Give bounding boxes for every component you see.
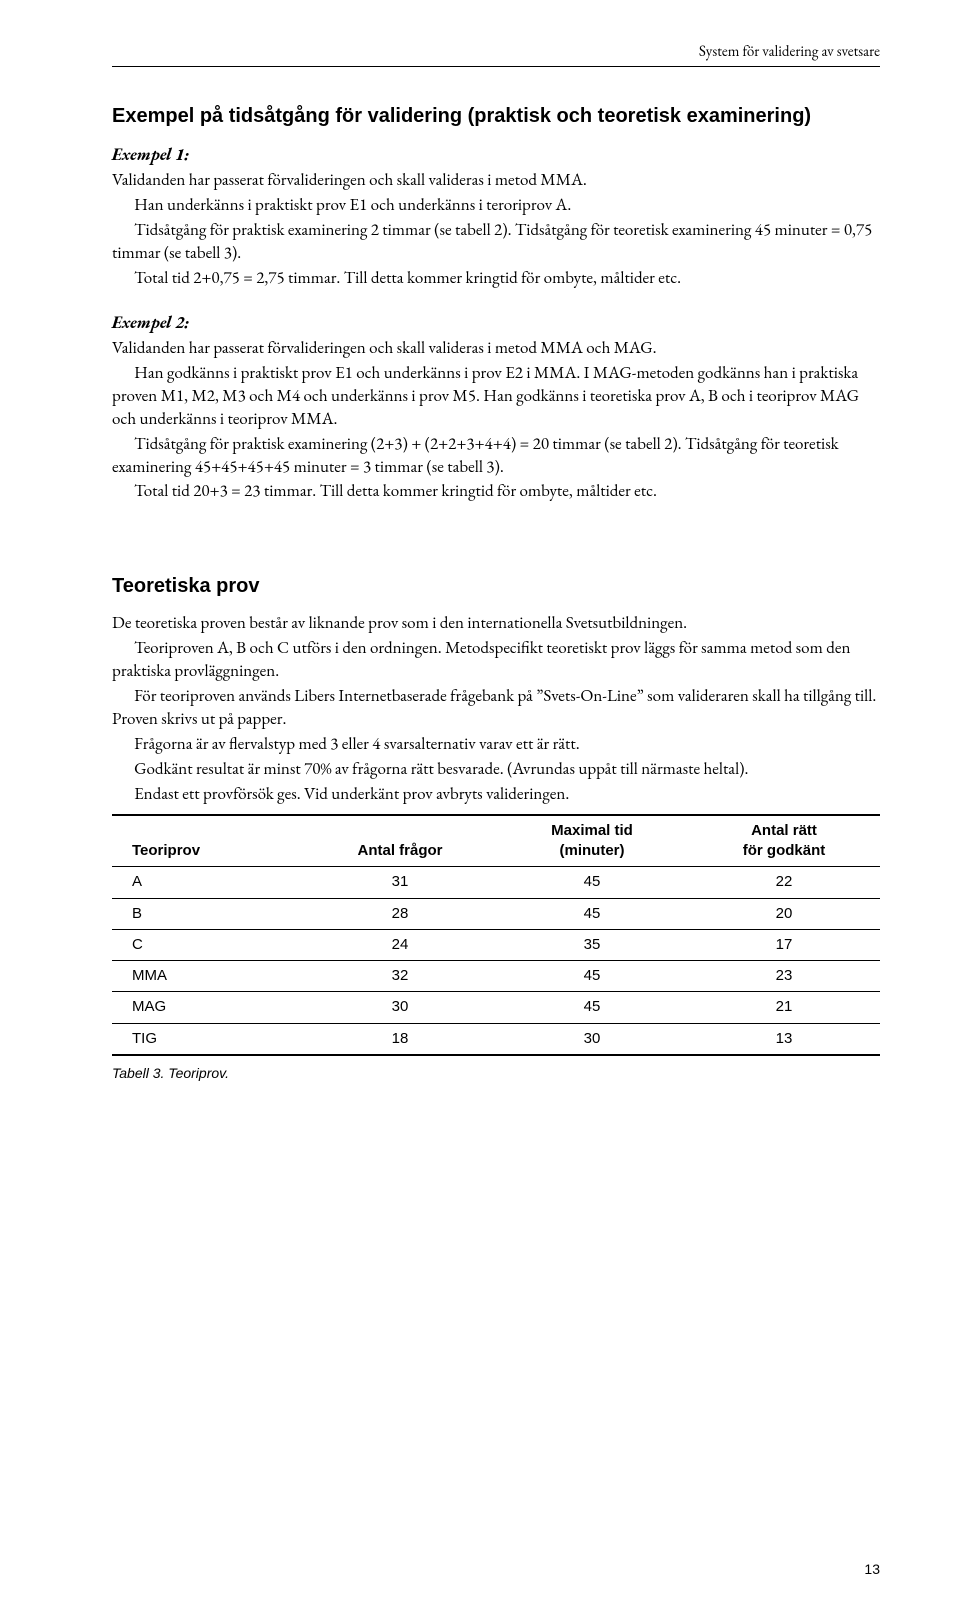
section-title-1: Exempel på tidsåtgång för validering (pr… xyxy=(112,103,880,130)
example-2-label: Exempel 2: xyxy=(112,312,880,335)
example-1-p4: Total tid 2+0,75 = 2,75 timmar. Till det… xyxy=(112,267,880,290)
table-cell: 22 xyxy=(688,867,880,898)
table-cell: 45 xyxy=(496,867,688,898)
table-cell: C xyxy=(112,929,304,960)
s2-p3: För teoriproven används Libers Internetb… xyxy=(112,685,880,731)
table-cell: 35 xyxy=(496,929,688,960)
table-cell: 45 xyxy=(496,992,688,1023)
table-cell: 45 xyxy=(496,898,688,929)
example-1-p1: Validanden har passerat förvalideringen … xyxy=(112,169,880,192)
page-number: 13 xyxy=(864,1560,880,1579)
table-caption: Tabell 3. Teoriprov. xyxy=(112,1064,880,1083)
example-2: Exempel 2: Validanden har passerat förva… xyxy=(112,312,880,504)
s2-p4: Frågorna är av flervalstyp med 3 eller 4… xyxy=(112,733,880,756)
table-cell: MAG xyxy=(112,992,304,1023)
example-1: Exempel 1: Validanden har passerat förva… xyxy=(112,144,880,290)
table-cell: 17 xyxy=(688,929,880,960)
table-header: Antal frågor xyxy=(304,815,496,867)
table-cell: 45 xyxy=(496,961,688,992)
s2-p5: Godkänt resultat är minst 70% av frågorn… xyxy=(112,758,880,781)
table-cell: MMA xyxy=(112,961,304,992)
table-cell: 20 xyxy=(688,898,880,929)
table-cell: 28 xyxy=(304,898,496,929)
example-2-p3: Tidsåtgång för praktisk examinering (2+3… xyxy=(112,433,880,479)
s2-p2: Teoriproven A, B och C utförs i den ordn… xyxy=(112,637,880,683)
table-row: MMA324523 xyxy=(112,961,880,992)
table-row: B284520 xyxy=(112,898,880,929)
example-2-p4: Total tid 20+3 = 23 timmar. Till detta k… xyxy=(112,480,880,503)
example-2-p1: Validanden har passerat förvalideringen … xyxy=(112,337,880,360)
table-header: Maximal tid(minuter) xyxy=(496,815,688,867)
section-title-2: Teoretiska prov xyxy=(112,573,880,600)
s2-p6: Endast ett provförsök ges. Vid underkänt… xyxy=(112,783,880,806)
table-cell: TIG xyxy=(112,1023,304,1055)
table-row: C243517 xyxy=(112,929,880,960)
table-cell: 21 xyxy=(688,992,880,1023)
example-1-p2: Han underkänns i praktiskt prov E1 och u… xyxy=(112,194,880,217)
s2-p1: De teoretiska proven består av liknande … xyxy=(112,612,880,635)
table-cell: 30 xyxy=(304,992,496,1023)
table-cell: 24 xyxy=(304,929,496,960)
running-head: System för validering av svetsare xyxy=(112,42,880,62)
table-row: MAG304521 xyxy=(112,992,880,1023)
table-cell: B xyxy=(112,898,304,929)
table-cell: 23 xyxy=(688,961,880,992)
example-2-p2: Han godkänns i praktiskt prov E1 och und… xyxy=(112,362,880,431)
table-cell: 18 xyxy=(304,1023,496,1055)
table-cell: 32 xyxy=(304,961,496,992)
table-row: A314522 xyxy=(112,867,880,898)
table-cell: A xyxy=(112,867,304,898)
table-cell: 13 xyxy=(688,1023,880,1055)
table-header: Antal rättför godkänt xyxy=(688,815,880,867)
table-row: TIG183013 xyxy=(112,1023,880,1055)
top-rule xyxy=(112,66,880,67)
table-cell: 30 xyxy=(496,1023,688,1055)
table-header: Teoriprov xyxy=(112,815,304,867)
example-1-label: Exempel 1: xyxy=(112,144,880,167)
teoriprov-table: TeoriprovAntal frågorMaximal tid(minuter… xyxy=(112,814,880,1056)
table-cell: 31 xyxy=(304,867,496,898)
example-1-p3: Tidsåtgång för praktisk examinering 2 ti… xyxy=(112,219,880,265)
